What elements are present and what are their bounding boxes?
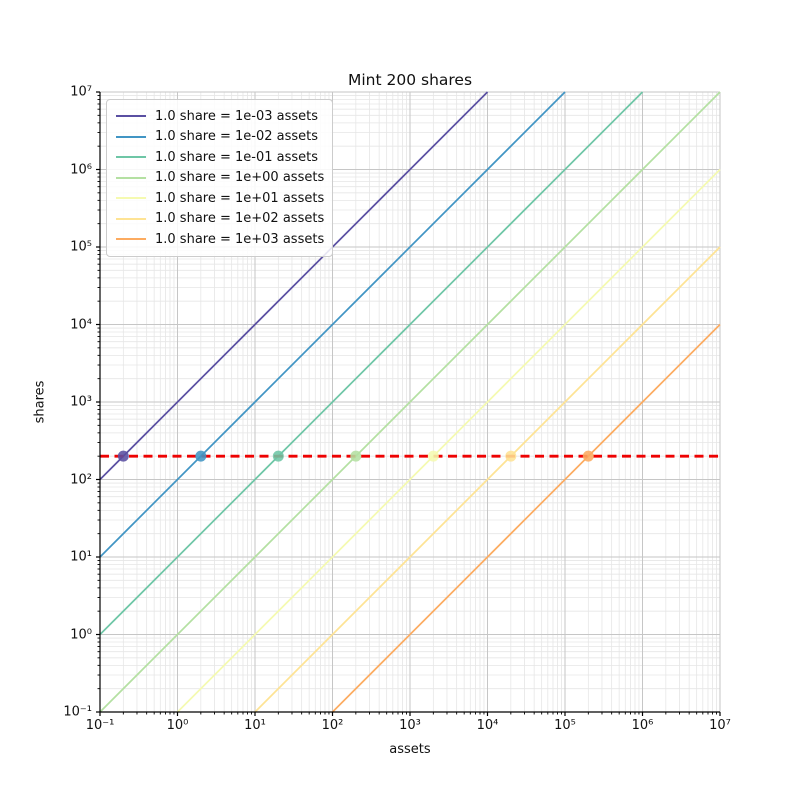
x-axis-label: assets: [389, 742, 431, 757]
y-tick-label: 10⁵: [70, 239, 92, 255]
legend-line-swatch: [116, 135, 146, 138]
x-tick-label: 10¹: [244, 718, 266, 733]
legend-item-label: 1.0 share = 1e+00 assets: [155, 170, 325, 186]
legend-item-label: 1.0 share = 1e-02 assets: [155, 129, 319, 145]
legend-line-swatch: [116, 197, 146, 200]
legend-item: 1.0 share = 1e+01 assets: [116, 188, 324, 209]
legend-item: 1.0 share = 1e+03 assets: [116, 229, 324, 250]
legend-item: 1.0 share = 1e-01 assets: [116, 147, 324, 168]
legend-item-label: 1.0 share = 1e-01 assets: [155, 149, 319, 165]
y-tick-label: 10⁶: [70, 162, 92, 177]
legend-item-label: 1.0 share = 1e-03 assets: [155, 108, 319, 124]
legend-item: 1.0 share = 1e+00 assets: [116, 168, 324, 189]
legend-item: 1.0 share = 1e+02 assets: [116, 209, 324, 230]
legend: 1.0 share = 1e-03 assets 1.0 share = 1e-0…: [106, 99, 334, 257]
legend-item: 1.0 share = 1e-03 assets: [116, 106, 324, 127]
y-tick-label: 10²: [70, 472, 92, 487]
x-tick-label: 10³: [399, 718, 421, 733]
legend-line-swatch: [116, 238, 146, 241]
y-tick-label: 10⁴: [70, 317, 92, 332]
legend-line-swatch: [116, 156, 146, 159]
x-tick-label: 10⁻¹: [85, 718, 115, 733]
x-tick-label: 10⁴: [476, 718, 499, 733]
x-tick-label: 10⁰: [166, 718, 189, 733]
y-tick-label: 10⁷: [70, 84, 92, 100]
x-tick-label: 10⁵: [554, 718, 576, 733]
y-tick-label: 10⁻¹: [63, 704, 92, 720]
y-tick-label: 10⁰: [70, 627, 92, 642]
y-tick-label: 10¹: [70, 549, 92, 565]
x-tick-label: 10⁶: [631, 718, 654, 733]
legend-item: 1.0 share = 1e-02 assets: [116, 127, 324, 148]
legend-item-label: 1.0 share = 1e+01 assets: [155, 190, 325, 206]
x-tick-label: 10⁷: [709, 718, 731, 733]
legend-line-swatch: [116, 176, 146, 179]
y-tick-label: 10³: [70, 394, 92, 410]
x-tick-label: 10²: [321, 718, 344, 733]
legend-line-swatch: [116, 217, 146, 220]
legend-item-label: 1.0 share = 1e+03 assets: [155, 231, 325, 247]
chart-title: Mint 200 shares: [347, 71, 473, 89]
legend-item-label: 1.0 share = 1e+02 assets: [155, 211, 325, 227]
y-axis-label: shares: [32, 380, 48, 424]
legend-line-swatch: [116, 115, 146, 118]
